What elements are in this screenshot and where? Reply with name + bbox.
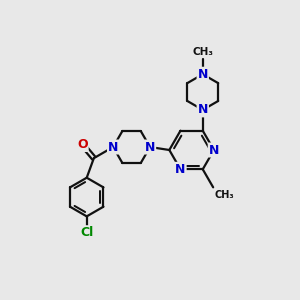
Text: N: N xyxy=(175,163,186,176)
Text: CH₃: CH₃ xyxy=(214,190,234,200)
Text: N: N xyxy=(198,103,208,116)
Text: N: N xyxy=(108,140,118,154)
Text: N: N xyxy=(198,68,208,81)
Text: N: N xyxy=(209,143,219,157)
Text: CH₃: CH₃ xyxy=(192,47,213,57)
Text: N: N xyxy=(145,140,155,154)
Text: Cl: Cl xyxy=(80,226,93,239)
Text: O: O xyxy=(77,138,88,151)
